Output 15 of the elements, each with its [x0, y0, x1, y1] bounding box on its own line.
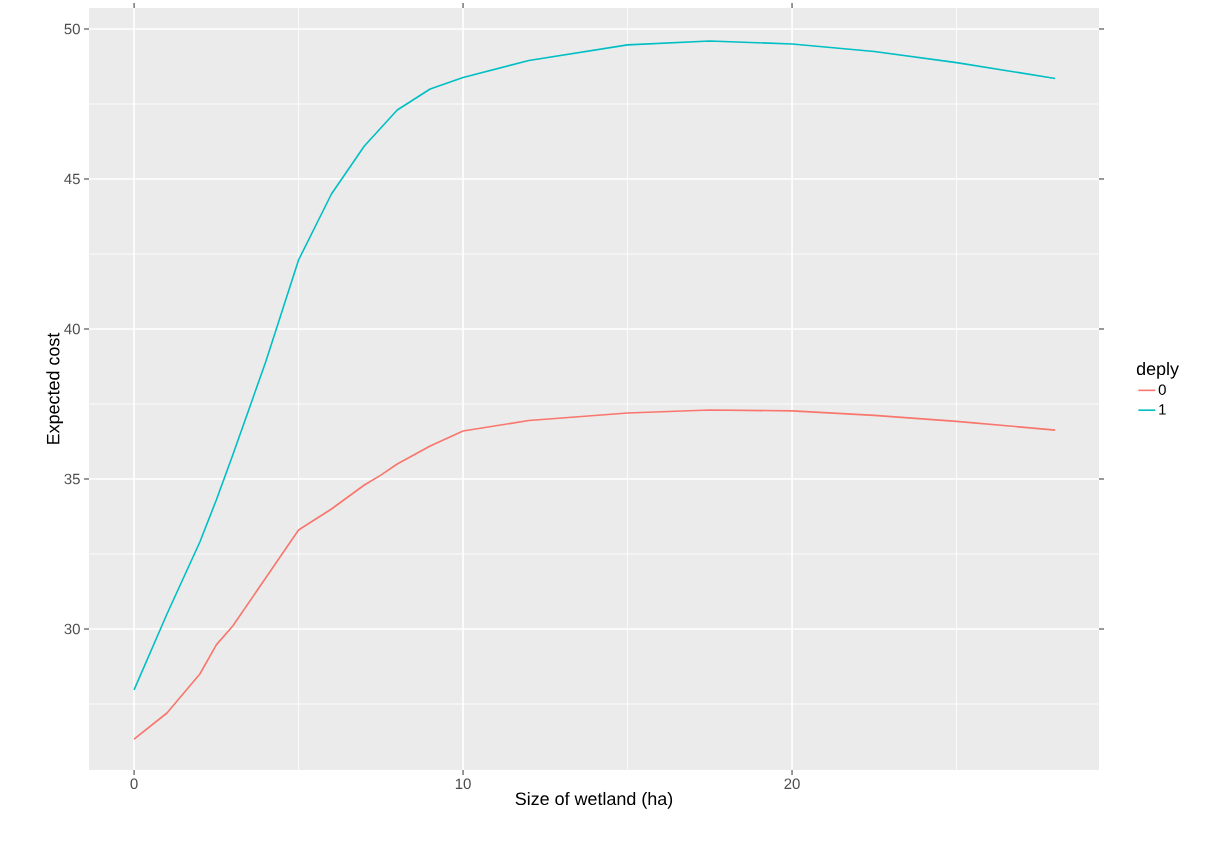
x-tick-label: 20	[784, 778, 800, 790]
line-series	[133, 409, 1057, 740]
legend-label: 1	[1159, 404, 1166, 415]
y-tick-label: 45	[64, 173, 80, 185]
y-tick-label: 35	[64, 473, 80, 485]
x-axis-title: Size of wetland (ha)	[515, 791, 673, 809]
y-tick-label: 40	[64, 323, 80, 335]
y-tick-label: 50	[64, 23, 80, 35]
line-series	[133, 40, 1057, 691]
y-tick-label: 30	[64, 623, 80, 635]
x-tick-label: 10	[455, 778, 471, 790]
legend-label: 0	[1158, 384, 1166, 395]
y-axis-title: Expected cost	[46, 332, 64, 444]
legend-title: deply	[1136, 361, 1179, 379]
x-tick-label: 0	[130, 778, 138, 790]
